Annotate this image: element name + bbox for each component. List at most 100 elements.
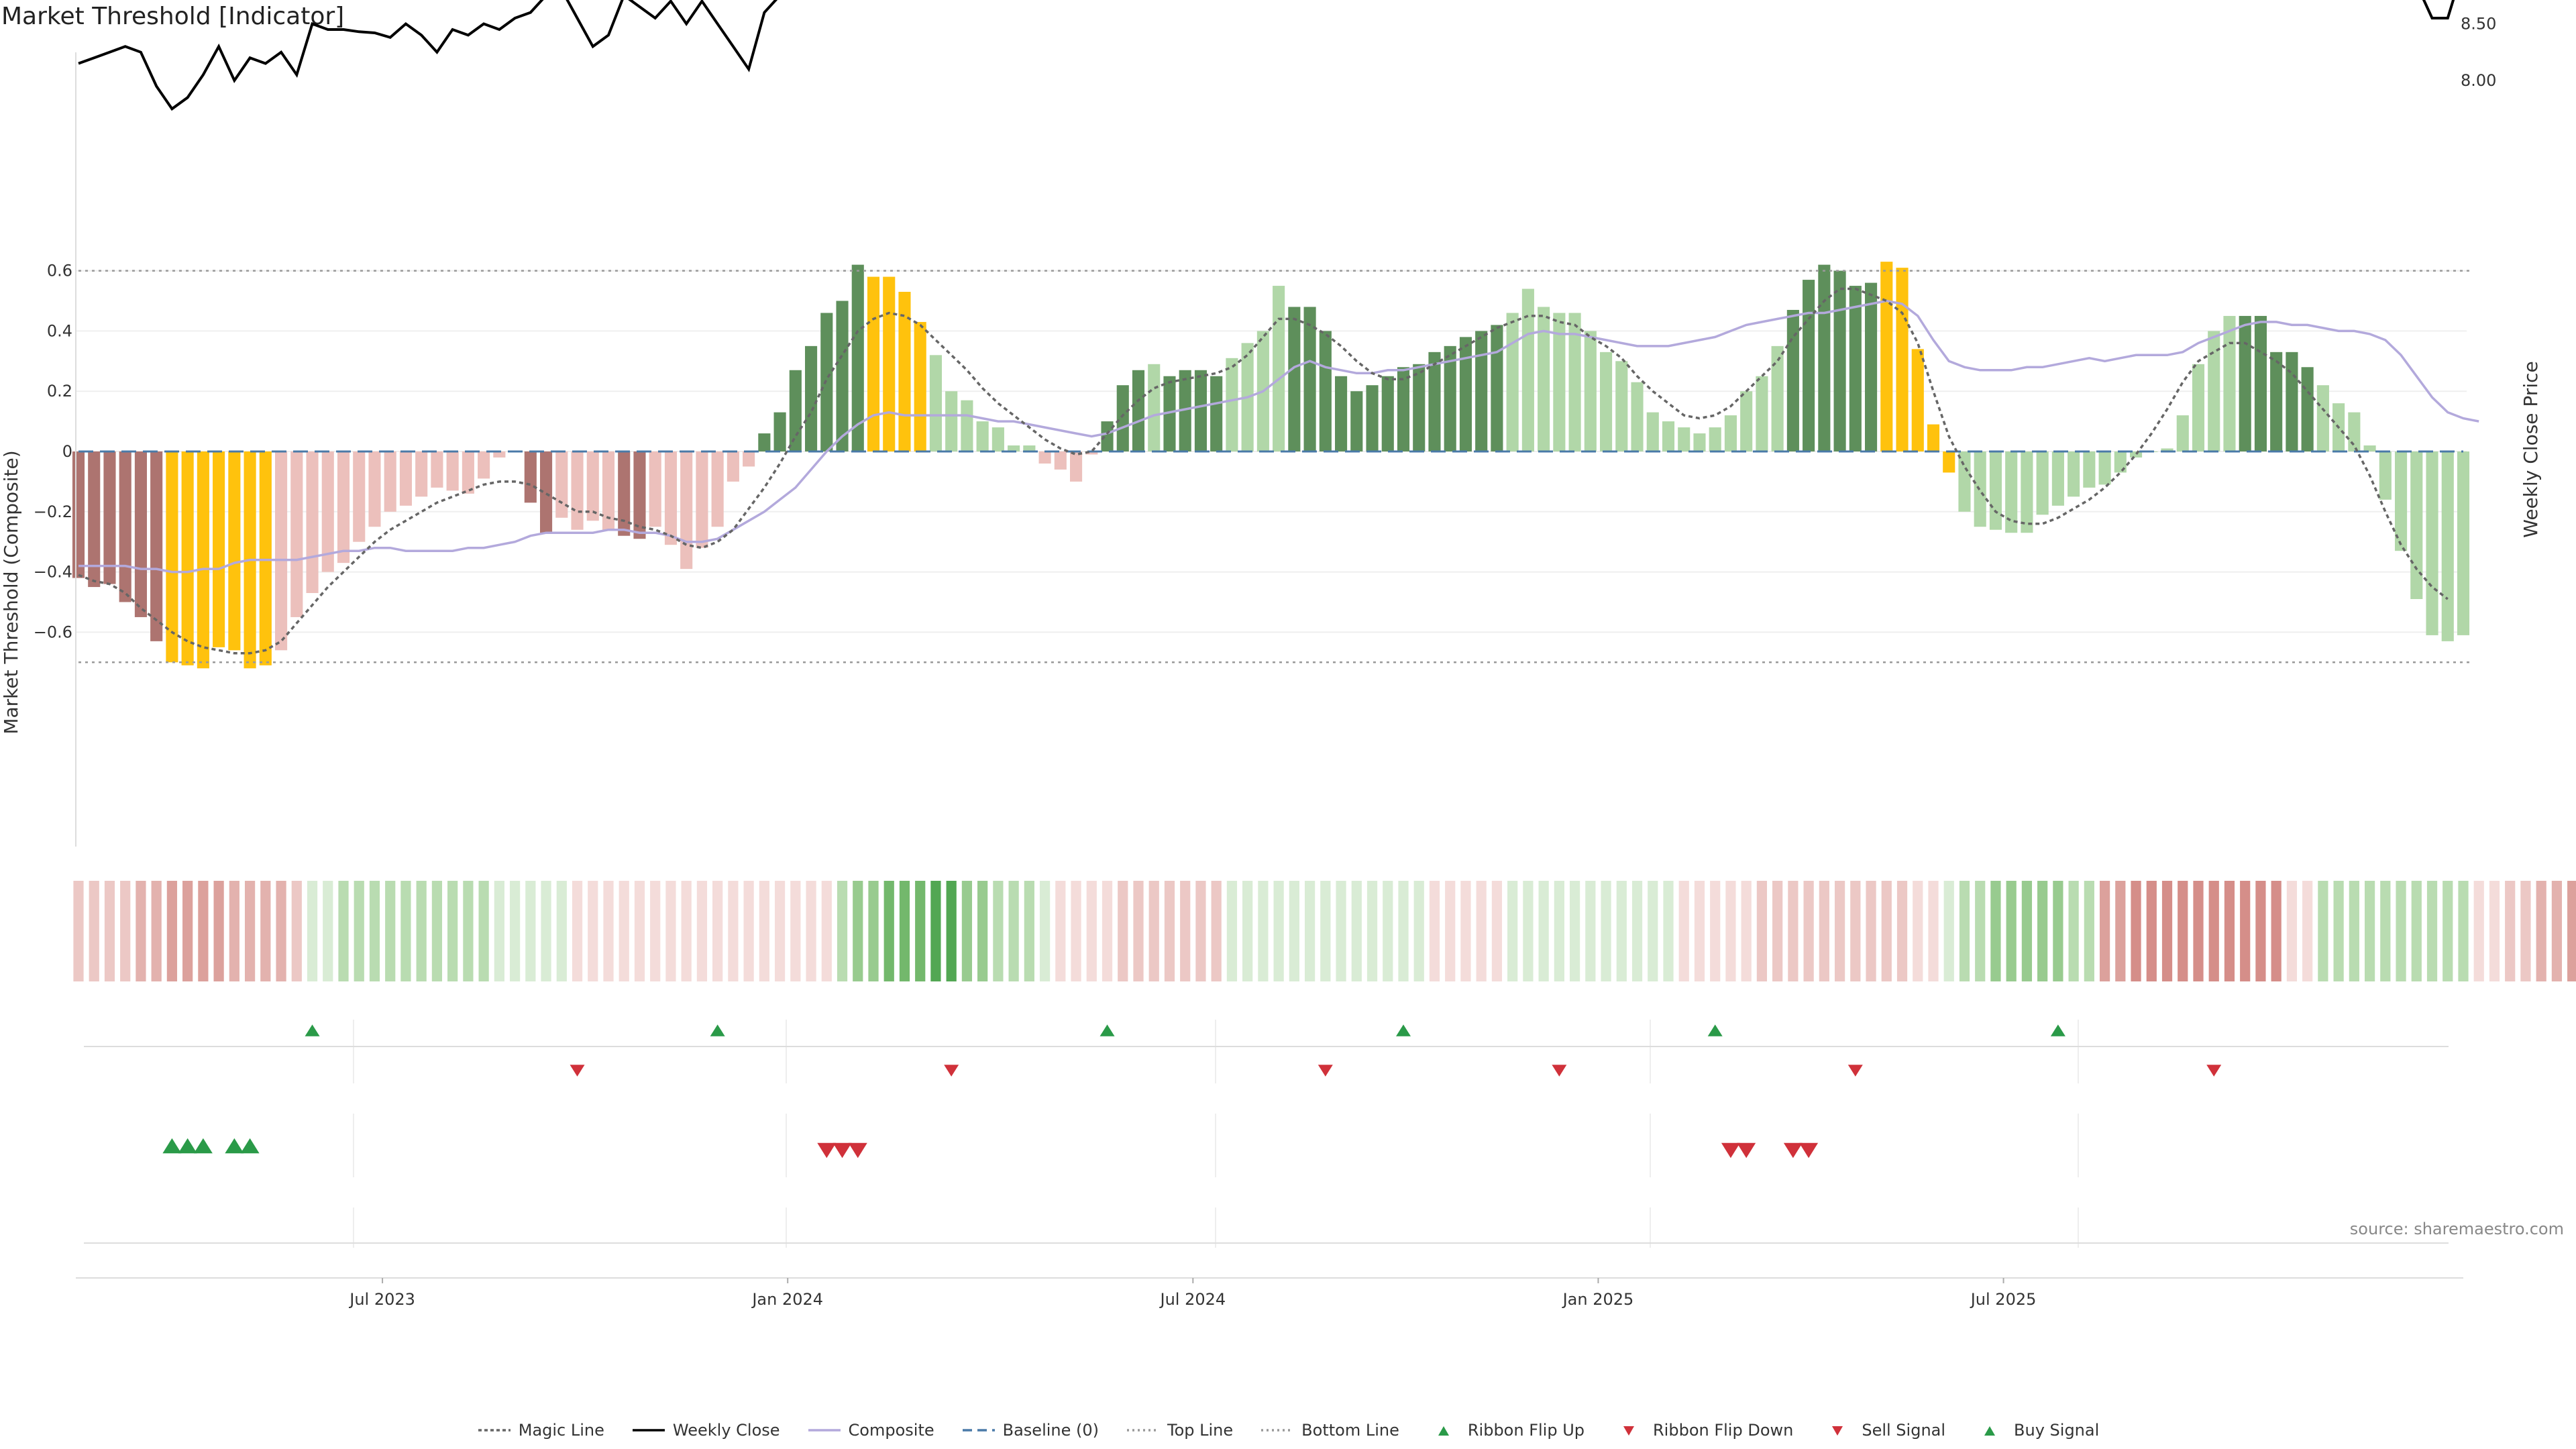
composite-bar xyxy=(399,451,413,506)
composite-bar xyxy=(2036,451,2049,515)
left-axis-title: Market Threshold (Composite) xyxy=(0,450,22,734)
ribbon-cell xyxy=(728,881,739,981)
ribbon-cell xyxy=(447,881,458,981)
composite-bar xyxy=(2316,385,2329,451)
legend-swatch xyxy=(1623,1426,1634,1436)
ribbon-cell xyxy=(743,881,754,981)
composite-bar xyxy=(2410,451,2423,600)
composite-bar xyxy=(2176,415,2189,451)
ribbon-cell xyxy=(1071,881,1081,981)
ribbon-cell xyxy=(400,881,411,981)
ribbon-cell xyxy=(1024,881,1034,981)
ribbon-cell xyxy=(1601,881,1611,981)
composite-bar xyxy=(2301,367,2314,451)
right-tick-label: 8.00 xyxy=(2461,71,2496,90)
series-lines xyxy=(78,0,2479,663)
right-tick-label: 8.50 xyxy=(2461,15,2496,34)
ribbon-cell xyxy=(1694,881,1705,981)
signal-rows: Jul 2023 Jan 2024 Jul 2024 Jan 2025 Jul 2025 xyxy=(76,1020,2463,1309)
ribbon-cell xyxy=(853,881,863,981)
ribbon-cell xyxy=(2443,881,2453,981)
composite-bar xyxy=(1631,382,1644,451)
ribbon-cell xyxy=(338,881,349,981)
composite-bar xyxy=(1350,391,1363,451)
ribbon-cell xyxy=(416,881,427,981)
ribbon-cell xyxy=(946,881,957,981)
composite-bar xyxy=(1880,262,1893,451)
composite-bar xyxy=(1506,313,1519,451)
ribbon-cell xyxy=(2161,881,2173,981)
composite-bar xyxy=(415,451,428,497)
composite-bar xyxy=(1085,451,1098,455)
ribbon-cell xyxy=(1148,881,1159,981)
composite-bar xyxy=(2192,364,2205,451)
ribbon-cell xyxy=(2240,881,2251,981)
ribbon-cell xyxy=(1990,881,2001,981)
ribbon-cell xyxy=(1211,881,1222,981)
ribbon-cell xyxy=(198,881,209,981)
legend-item: Buy Signal xyxy=(1972,1421,2099,1440)
x-tick-label: Jul 2024 xyxy=(1159,1290,1226,1309)
composite-bar xyxy=(1927,424,1940,451)
ribbon-cell xyxy=(993,881,1004,981)
ribbon-flip-up-marker xyxy=(1396,1024,1411,1036)
ribbon-cell xyxy=(323,881,333,981)
buy-signal-marker xyxy=(162,1138,182,1154)
ribbon-cell xyxy=(260,881,271,981)
ribbon-cell xyxy=(2084,881,2094,981)
ribbon-cell xyxy=(556,881,567,981)
ribbon-cell xyxy=(1631,881,1643,981)
ribbon-cell xyxy=(883,881,894,981)
sell-signal-marker xyxy=(1721,1142,1740,1159)
ribbon-cell xyxy=(2426,881,2438,981)
composite-bar xyxy=(618,451,631,536)
composite-bar xyxy=(961,400,973,451)
ribbon-cell xyxy=(1913,881,1923,981)
ribbon-cell xyxy=(1788,881,1799,981)
ribbon-cell xyxy=(634,881,645,981)
ribbon-cell xyxy=(2021,881,2033,981)
ribbon-cell xyxy=(868,881,879,981)
composite-bar xyxy=(649,451,661,527)
composite-bar xyxy=(867,276,880,451)
composite-bar xyxy=(2394,451,2408,551)
composite-bar xyxy=(2129,451,2143,458)
ribbon-flip-down-marker xyxy=(2206,1065,2222,1077)
ribbon-cell xyxy=(1289,881,1299,981)
sell-signal-marker xyxy=(817,1142,837,1159)
ribbon-cell xyxy=(2489,881,2500,981)
legend-item: Weekly Close xyxy=(631,1421,780,1440)
composite-bar xyxy=(1023,445,1036,451)
ribbon-cell xyxy=(1366,881,1378,981)
ribbon-cell xyxy=(2302,881,2313,981)
composite-bar xyxy=(1054,451,1067,470)
composite-bar xyxy=(368,451,381,527)
ribbon-cell xyxy=(1725,881,1736,981)
left-tick-label: 0.6 xyxy=(47,262,72,280)
ribbon-cell xyxy=(89,881,99,981)
ribbon-flip-down-marker xyxy=(570,1065,585,1077)
ribbon-cell xyxy=(588,881,598,981)
ribbon-cell xyxy=(1476,881,1487,981)
ribbon-cell xyxy=(1320,881,1331,981)
ribbon-cell xyxy=(2208,881,2219,981)
legend-label: Weekly Close xyxy=(672,1421,780,1440)
composite-bar xyxy=(758,433,771,451)
ribbon-cell xyxy=(1273,881,1284,981)
x-tick-label: Jan 2025 xyxy=(1562,1290,1634,1309)
left-tick-label: 0.2 xyxy=(47,382,72,400)
composite-bar xyxy=(1491,325,1503,451)
composite-bar xyxy=(119,451,131,602)
ribbon-cell xyxy=(915,881,926,981)
legend-item: Ribbon Flip Up xyxy=(1426,1421,1585,1440)
ribbon-cell xyxy=(2178,881,2188,981)
ribbon-cell xyxy=(1413,881,1424,981)
ribbon-cell xyxy=(2536,881,2546,981)
composite-bar xyxy=(1163,376,1176,451)
ribbon-cell xyxy=(354,881,364,981)
ribbon-cell xyxy=(2473,881,2484,981)
composite-bar xyxy=(181,451,194,665)
ribbon-cell xyxy=(1398,881,1409,981)
ribbon-cell xyxy=(1445,881,1456,981)
composite-bar xyxy=(2441,451,2454,641)
